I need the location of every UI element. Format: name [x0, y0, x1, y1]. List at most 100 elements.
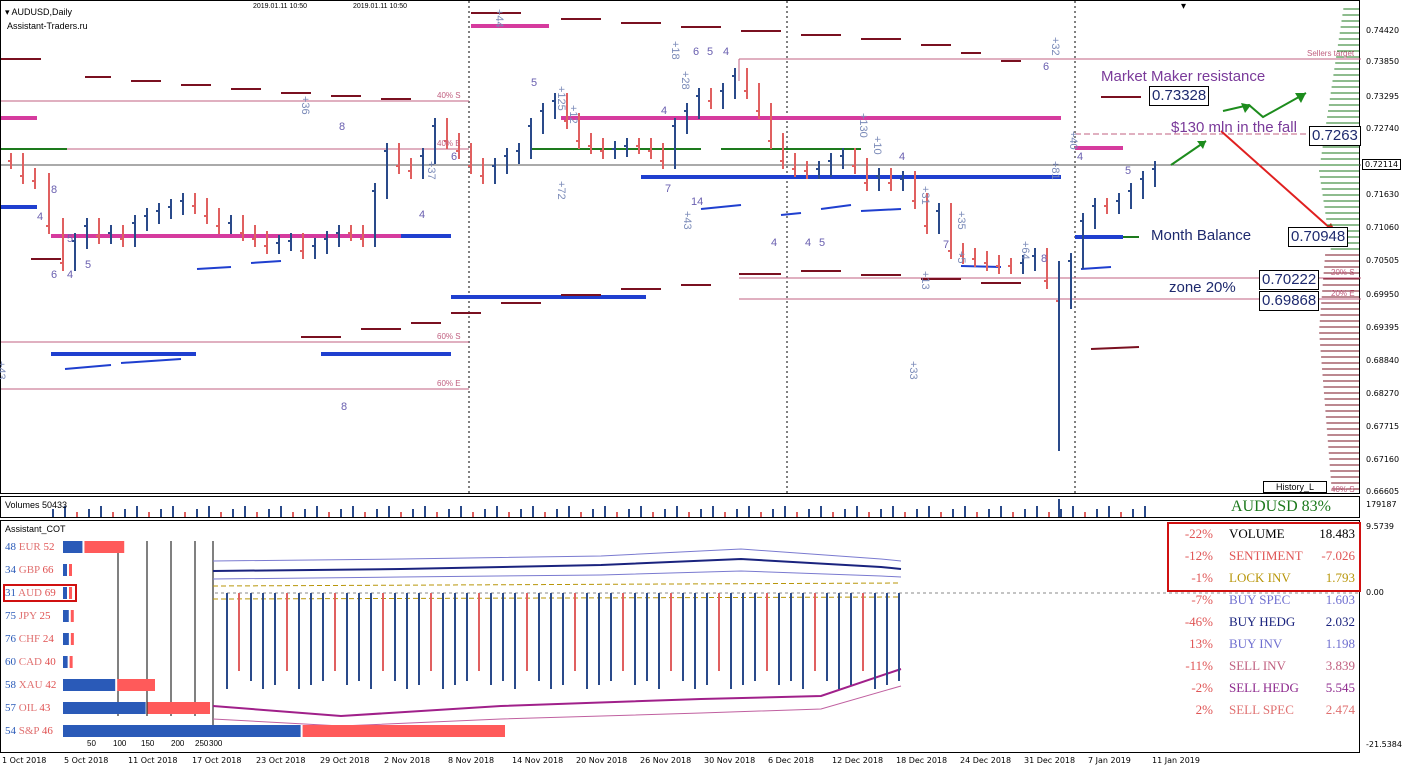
cot-line [212, 685, 902, 727]
price-chart[interactable]: ▾ AUDUSD,Daily Assistant-Traders.ru 2019… [0, 0, 1361, 495]
pct-tag: 20% E [1331, 289, 1355, 298]
cot-scale-tick: 100 [113, 739, 127, 748]
cot-line [212, 570, 902, 580]
date-tick: 6 Dec 2018 [768, 756, 815, 765]
cot-line [212, 582, 902, 587]
month-balance-value: 0.70948 [1288, 227, 1349, 247]
cot-axis-bottom: -21.5384 [1366, 740, 1402, 749]
candle-label: +32 [1049, 37, 1061, 56]
date-tick: 1 Oct 2018 [2, 756, 47, 765]
date-tick: 20 Nov 2018 [576, 756, 628, 765]
date-tick: 8 Nov 2018 [448, 756, 495, 765]
pct-tag: 20% S [1331, 268, 1355, 277]
candle-label: +130 [857, 113, 869, 138]
source-label: Assistant-Traders.ru [7, 21, 88, 31]
volume-header: AUDUSD 83% [1231, 498, 1331, 515]
cot-bar-short [69, 564, 72, 576]
candle-label: +13 [919, 271, 931, 290]
header-time-2: 2019.01.11 10:50 [353, 3, 407, 10]
price-tick: 0.73295 [1366, 92, 1400, 101]
stat-row-lock-inv: -1% LOCK INV 1.793 [1169, 568, 1359, 590]
chart-title: ▾ AUDUSD,Daily [5, 7, 72, 18]
cot-scale-tick: 150 [141, 739, 155, 748]
price-tick: 0.71060 [1366, 223, 1400, 232]
cot-bar-long [63, 541, 83, 553]
volume-panel[interactable]: Volumes 50433 AUDUSD 83% [0, 496, 1360, 518]
cot-bar-short [69, 587, 73, 599]
zone-value-1: 0.70222 [1259, 270, 1320, 290]
cot-row-gbp[interactable]: 34 GBP 66 [5, 564, 54, 580]
cot-bar-short [117, 679, 155, 691]
cot-bar-short [84, 541, 125, 553]
cot-row-jpy[interactable]: 75 JPY 25 [5, 610, 50, 626]
cot-symbol: GBP [18, 564, 40, 576]
cot-scale-tick: 250 [195, 739, 209, 748]
cot-long-pct: 75 [5, 610, 19, 622]
cot-line [212, 596, 902, 600]
chart-collapse-icon[interactable]: ▾ [1181, 1, 1187, 12]
down-triangle-icon: ▾ [5, 7, 10, 17]
date-tick: 30 Nov 2018 [704, 756, 756, 765]
price-tick: 0.73850 [1366, 57, 1400, 66]
price-tick: 0.67160 [1366, 455, 1400, 464]
stat-value: 2.032 [1325, 614, 1355, 629]
stat-pct: -2% [1191, 680, 1213, 695]
date-tick: 14 Nov 2018 [512, 756, 564, 765]
pct-tag: 60% S [437, 332, 461, 341]
cot-axis-top: 9.5739 [1366, 522, 1394, 531]
candle-label: +44 [493, 9, 505, 28]
cot-row-eur[interactable]: 48 EUR 52 [5, 541, 55, 557]
candle-label: +125 [555, 86, 567, 111]
cot-short-pct: 52 [40, 541, 55, 553]
pct-tag: 40% S [437, 91, 461, 100]
cot-short-pct: 46 [39, 725, 53, 737]
cot-scale-tick: 50 [87, 739, 96, 748]
cot-short-pct: 24 [40, 633, 54, 645]
cot-row-xau[interactable]: 58 XAU 42 [5, 679, 56, 695]
stat-pct: 13% [1189, 636, 1213, 651]
fall-value: 0.7263 [1309, 126, 1361, 146]
stat-name: SELL INV [1229, 658, 1286, 673]
symbol-title: AUDUSD,Daily [11, 7, 73, 17]
date-tick: 12 Dec 2018 [832, 756, 884, 765]
candle-label: 6 [451, 151, 458, 163]
cot-row-sp[interactable]: 54 S&P 46 [5, 725, 53, 741]
price-tick: 0.68270 [1366, 389, 1400, 398]
stat-row-buy-inv: 13% BUY INV 1.198 [1169, 634, 1359, 656]
cot-symbol: CHF [18, 633, 41, 645]
stat-value: 18.483 [1319, 526, 1355, 541]
header-time-1: 2019.01.11 10:50 [253, 3, 307, 10]
cot-short-pct: 25 [36, 610, 51, 622]
stat-name: SELL HEDG [1229, 680, 1299, 695]
cot-row-aud[interactable]: 31 AUD 69 [5, 587, 56, 603]
stat-name: LOCK INV [1229, 570, 1291, 585]
candle-label: +37 [425, 161, 437, 180]
stat-value: 5.545 [1325, 680, 1355, 695]
history-button[interactable]: History_L [1263, 481, 1328, 493]
stats-highlight [1167, 522, 1361, 592]
cot-panel[interactable]: Assistant_COT 48 EUR 52 34 GBP 66 31 AUD 6… [0, 520, 1361, 753]
cot-row-cad[interactable]: 60 CAD 40 [5, 656, 56, 672]
candle-label: 4 [1077, 151, 1084, 163]
cot-symbol: EUR [18, 541, 41, 553]
candle-label: +35 [955, 211, 967, 230]
cot-canvas [63, 541, 1361, 737]
cot-row-chf[interactable]: 76 CHF 24 [5, 633, 54, 649]
cot-bar-short [70, 633, 74, 645]
price-tick: 0.69395 [1366, 323, 1400, 332]
cot-bar-short [69, 656, 73, 668]
candle-label: 4 [661, 105, 668, 117]
cot-bar-short [302, 725, 505, 737]
cot-long-pct: 54 [5, 725, 19, 737]
candle-label: +72 [555, 181, 567, 200]
cot-row-oil[interactable]: 57 OIL 43 [5, 702, 50, 718]
candle-label: +40 [1067, 131, 1079, 150]
date-tick: 17 Oct 2018 [192, 756, 242, 765]
cot-long-pct: 34 [5, 564, 19, 576]
date-tick: 18 Dec 2018 [896, 756, 948, 765]
candle-label: 4 [67, 269, 74, 281]
cot-line [212, 557, 902, 572]
candle-label: 6 [1043, 61, 1050, 73]
pct-tag: 60% E [437, 379, 461, 388]
date-tick: 31 Dec 2018 [1024, 756, 1076, 765]
